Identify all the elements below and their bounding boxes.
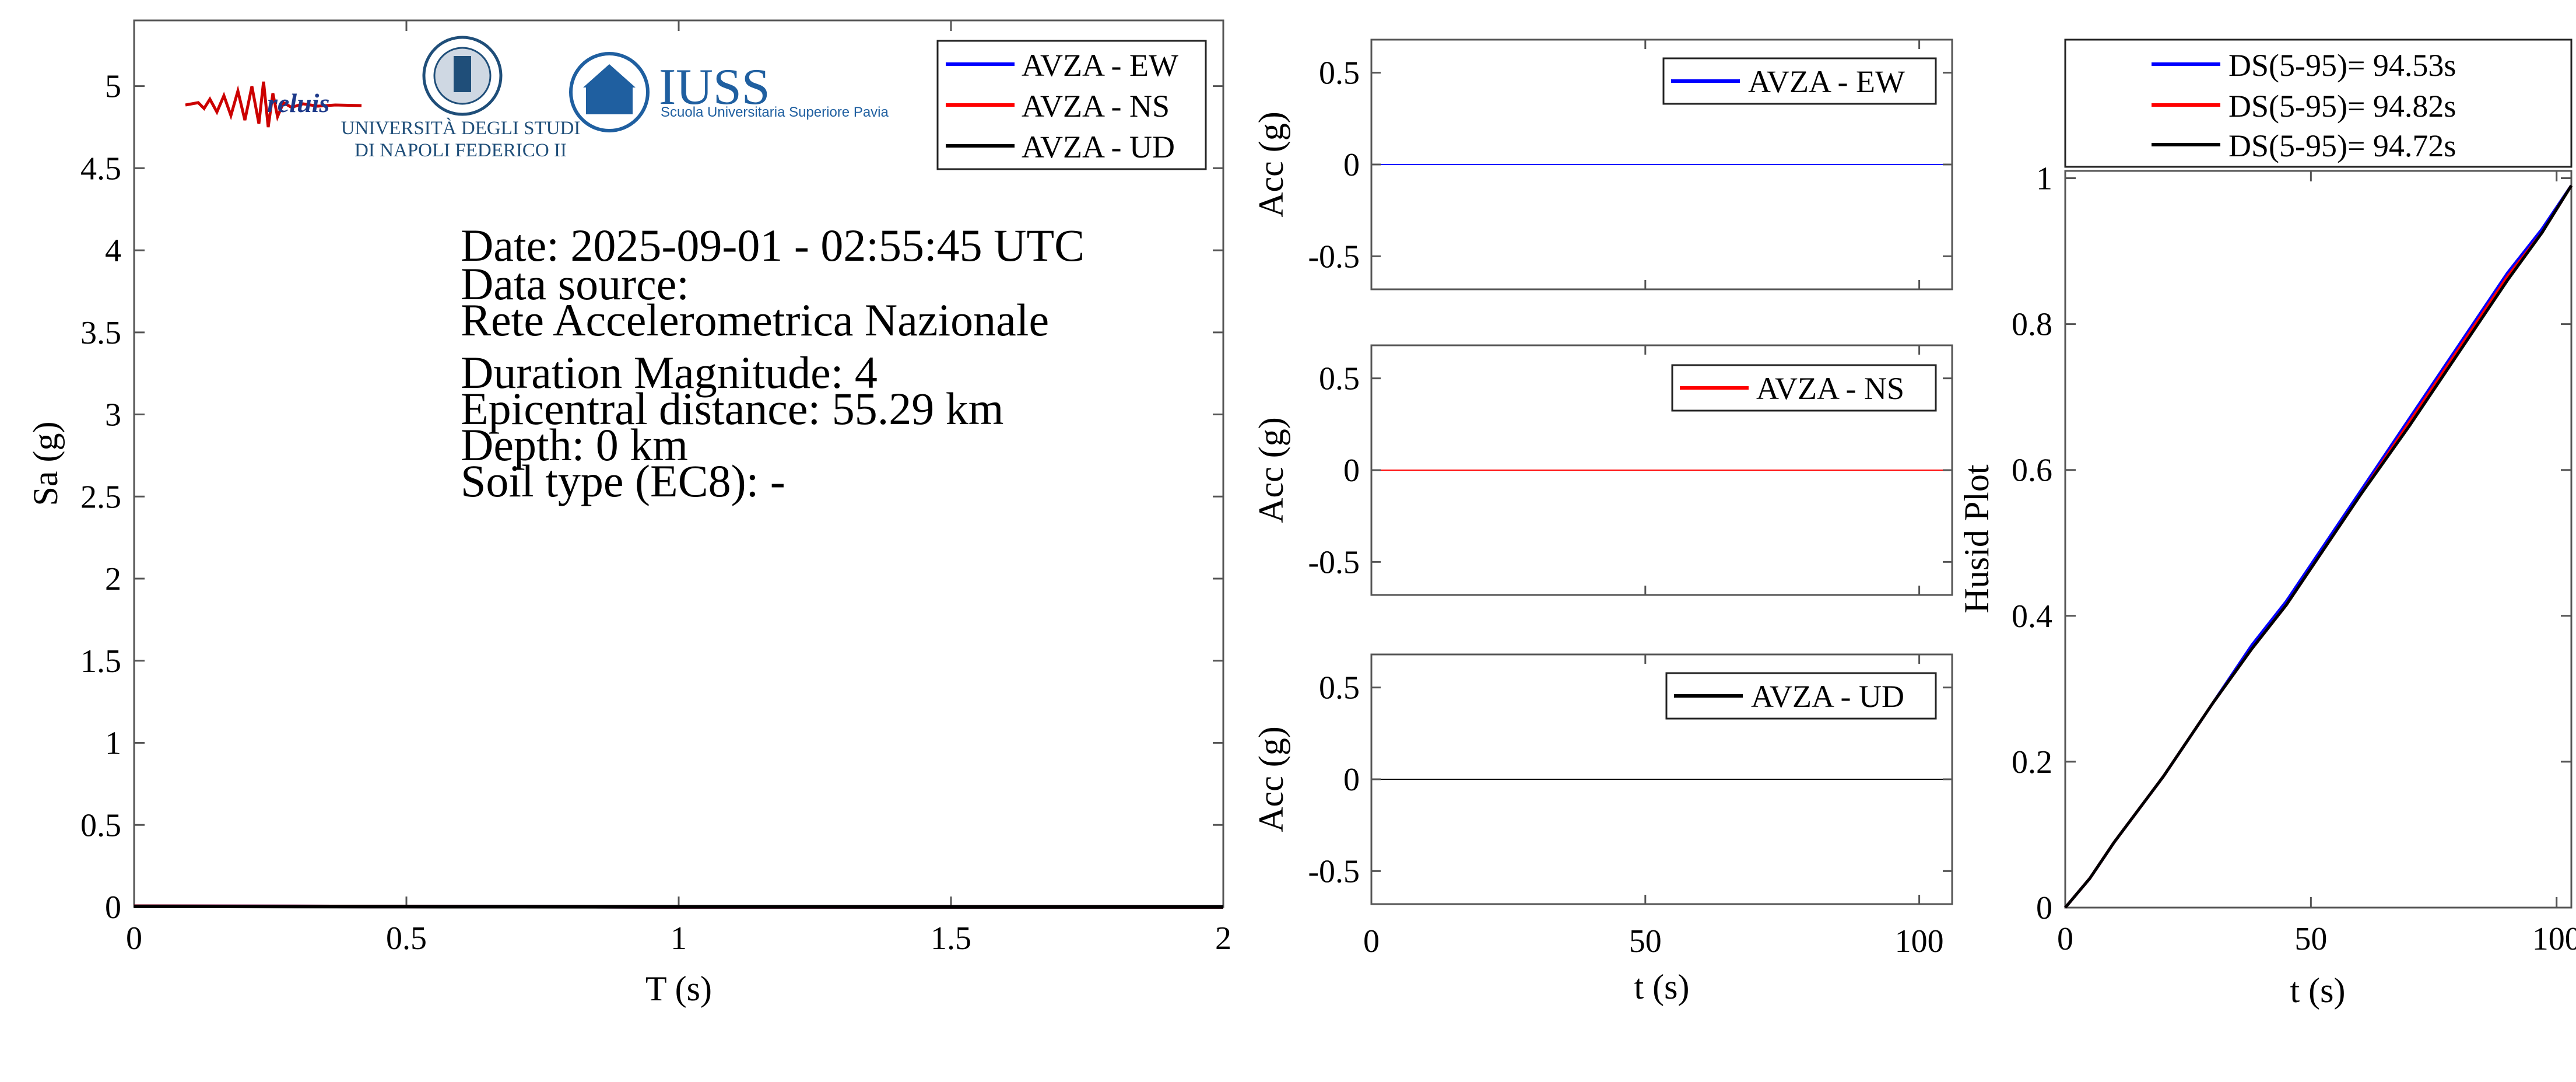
spectrum-ytick-label: 0.5 xyxy=(80,807,121,843)
event-soil: Soil type (EC8): - xyxy=(461,456,785,506)
husid-ytick-label: 1 xyxy=(2036,161,2052,197)
reluis-waveform-icon xyxy=(185,81,362,128)
unina-logo: UNIVERSITÀ DEGLI STUDI DI NAPOLI FEDERIC… xyxy=(341,36,581,161)
husid-ytick-label: 0.6 xyxy=(2012,453,2052,489)
accel-ticks: 0.50-0.50.50-0.50.50-0.50 50 100 xyxy=(1308,40,1952,960)
spectrum-xtick-label: 0.5 xyxy=(386,920,427,957)
accel-ytick-label: 0.5 xyxy=(1319,361,1360,397)
accel-ns-ylabel: Acc (g) xyxy=(1252,417,1290,523)
accel-ytick-label: -0.5 xyxy=(1308,239,1360,275)
husid-ytick-label: 0.2 xyxy=(2012,744,2052,780)
accel-xlabel: t (s) xyxy=(1634,968,1690,1006)
accel-ud-legend-label: AVZA - UD xyxy=(1751,679,1904,714)
event-source-label: Data source: xyxy=(461,258,689,309)
husid-ytick-label: 0 xyxy=(2036,890,2052,926)
spectrum-xtick-label: 1 xyxy=(671,920,687,957)
accel-ytick-label: 0 xyxy=(1343,453,1360,489)
spectrum-ytick-label: 0 xyxy=(105,890,121,926)
accel-ytick-label: -0.5 xyxy=(1308,544,1360,580)
husid-chart: DS(5-95)= 94.53s DS(5-95)= 94.82s DS(5-9… xyxy=(1957,38,2576,1010)
husid-xlabel: t (s) xyxy=(2290,971,2346,1010)
event-info: Date: 2025-09-01 - 02:55:45 UTC Data sou… xyxy=(461,220,1085,506)
spectrum-ylabel: Sa (g) xyxy=(26,422,65,506)
reluis-logo: reluis xyxy=(185,81,362,128)
accel-ud-ylabel: Acc (g) xyxy=(1252,726,1290,832)
spectrum-xtick-label: 0 xyxy=(126,920,142,957)
husid-ticks: 0 0.2 0.4 0.6 0.8 1 0 50 100 xyxy=(2012,161,2576,957)
acceleration-charts: AVZA - EW Acc (g) AVZA - NS Acc (g) AVZA… xyxy=(1252,38,1953,1006)
accel-ew-legend-label: AVZA - EW xyxy=(1748,64,1905,99)
spectrum-ytick-label: 1.5 xyxy=(80,643,121,680)
iuss-logo: IUSS Scuola Universitaria Superiore Pavi… xyxy=(569,52,889,132)
husid-ytick-label: 0.8 xyxy=(2012,307,2052,343)
husid-legend-label-1: DS(5-95)= 94.53s xyxy=(2228,48,2456,83)
husid-xtick-label: 100 xyxy=(2532,921,2576,957)
event-magnitude: Duration Magnitude: 4 xyxy=(461,347,878,398)
accel-ytick-label: 0 xyxy=(1343,762,1360,798)
spectrum-series-line-3 xyxy=(134,904,1224,909)
spectrum-ytick-label: 3 xyxy=(105,397,121,433)
spectrum-ytick-label: 2.5 xyxy=(80,479,121,515)
spectrum-ytick-label: 3.5 xyxy=(80,315,121,351)
spectrum-legend: AVZA - EW AVZA - NS AVZA - UD xyxy=(936,40,1207,170)
spectrum-ytick-label: 5 xyxy=(105,69,121,105)
iuss-wordmark: IUSS xyxy=(659,59,770,115)
spectrum-ticks: 0 0.5 1 1.5 2 0 0.5 1 1.5 2 2.5 3 3.5 4 4.5 5 xyxy=(80,20,1231,957)
husid-legend-label-3: DS(5-95)= 94.72s xyxy=(2228,128,2456,163)
event-depth: Depth: 0 km xyxy=(461,419,688,470)
accel-ns-legend-label: AVZA - NS xyxy=(1756,371,1904,406)
spectrum-chart: 0 0.5 1 1.5 2 0 0.5 1 1.5 2 2.5 3 3.5 4 4.5 5 T (s) Sa … xyxy=(26,19,1231,1008)
unina-line1: UNIVERSITÀ DEGLI STUDI xyxy=(341,117,581,139)
accel-ytick-label: 0 xyxy=(1343,147,1360,183)
legend-label-ew: AVZA - EW xyxy=(1022,48,1178,83)
spectrum-xlabel: T (s) xyxy=(645,969,712,1008)
event-distance: Epicentral distance: 55.29 km xyxy=(461,383,1003,434)
husid-series-line-3 xyxy=(2064,184,2573,909)
husid-series xyxy=(2064,184,2573,909)
spectrum-ytick-label: 2 xyxy=(105,561,121,597)
spectrum-series xyxy=(134,904,1224,909)
spectrum-ytick-label: 4 xyxy=(105,233,121,269)
accel-ytick-label: 0.5 xyxy=(1319,55,1360,92)
husid-legend-box xyxy=(2064,38,2573,168)
husid-xtick-label: 0 xyxy=(2057,921,2073,957)
accel-ytick-label: 0.5 xyxy=(1319,670,1360,706)
husid-ytick-label: 0.4 xyxy=(2012,598,2052,635)
legend-label-ud: AVZA - UD xyxy=(1022,129,1175,164)
legend-label-ns: AVZA - NS xyxy=(1022,89,1170,124)
husid-axes-box xyxy=(2064,170,2573,909)
accel-xtick-label: 100 xyxy=(1895,923,1944,960)
unina-line2: DI NAPOLI FEDERICO II xyxy=(355,140,567,161)
iuss-subtitle: Scuola Universitaria Superiore Pavia xyxy=(661,104,889,120)
spectrum-xtick-label: 2 xyxy=(1215,920,1231,957)
husid-xtick-label: 50 xyxy=(2294,921,2327,957)
event-source: Rete Accelerometrica Nazionale xyxy=(461,295,1049,345)
spectrum-ytick-label: 1 xyxy=(105,726,121,762)
accel-xtick-label: 0 xyxy=(1363,923,1380,960)
accel-xtick-label: 50 xyxy=(1629,923,1662,960)
spectrum-ytick-label: 4.5 xyxy=(80,150,121,187)
spectrum-xtick-label: 1.5 xyxy=(931,920,971,957)
reluis-wordmark: reluis xyxy=(267,88,329,118)
event-date: Date: 2025-09-01 - 02:55:45 UTC xyxy=(461,220,1085,271)
husid-legend-label-2: DS(5-95)= 94.82s xyxy=(2228,89,2456,124)
accel-ew-ylabel: Acc (g) xyxy=(1252,111,1290,218)
husid-ylabel: Husid Plot xyxy=(1957,464,1996,613)
accel-ytick-label: -0.5 xyxy=(1308,853,1360,890)
